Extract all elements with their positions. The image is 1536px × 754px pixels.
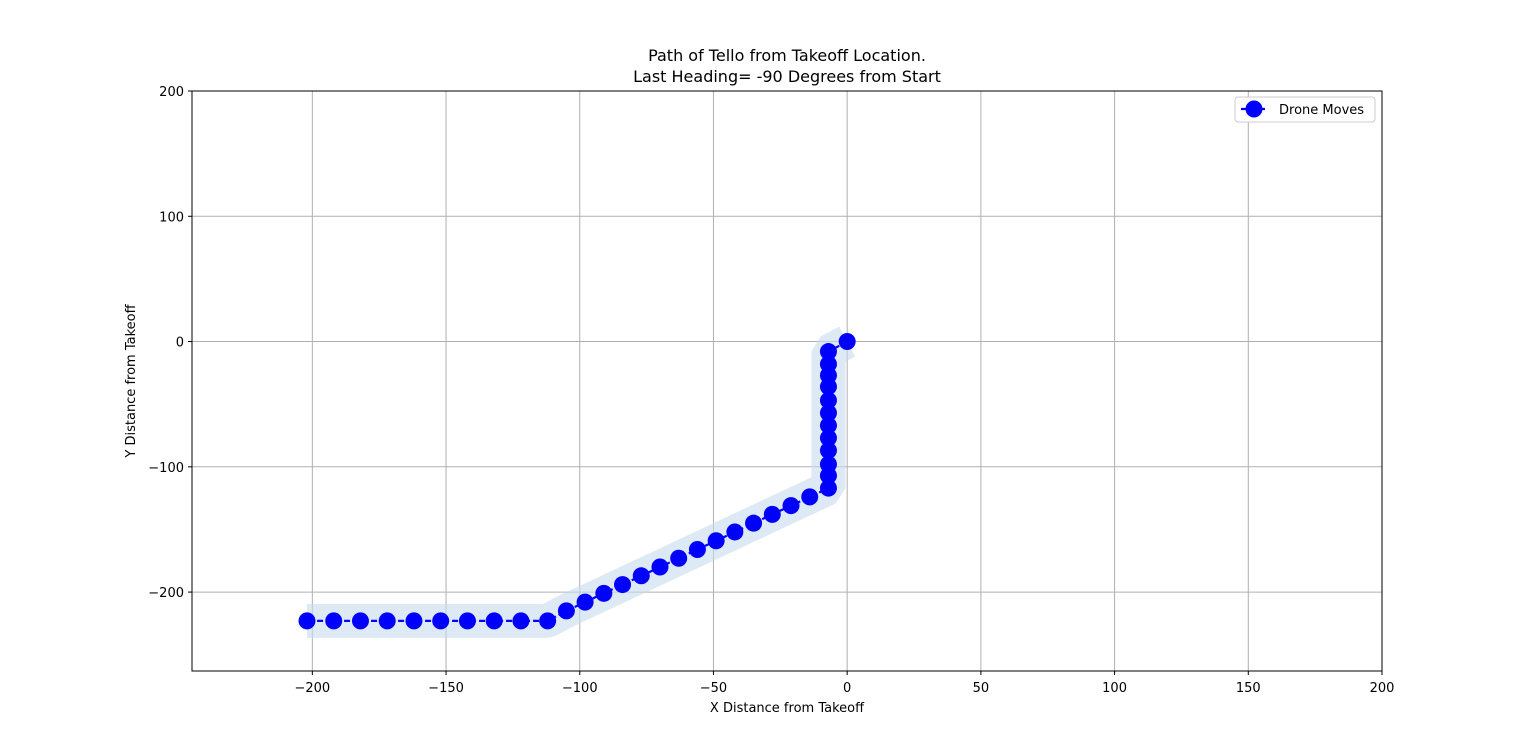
data-point xyxy=(838,333,856,351)
data-point xyxy=(432,612,450,630)
axis-ticks: −200 −150 −100 −50 0 50 100 150 200 −200 −100 0 100 2… xyxy=(148,85,1394,696)
data-point xyxy=(614,576,632,594)
y-tick-label: 0 xyxy=(176,336,184,351)
x-tick-label: 0 xyxy=(843,681,851,696)
data-point xyxy=(557,602,575,620)
data-point xyxy=(378,612,396,630)
y-tick-label: 200 xyxy=(159,85,184,100)
data-point xyxy=(298,612,316,630)
x-tick-label: −50 xyxy=(700,681,727,696)
chart-title: Path of Tello from Takeoff Location. xyxy=(648,46,926,65)
data-point xyxy=(485,612,503,630)
x-tick-label: 200 xyxy=(1370,681,1395,696)
data-point xyxy=(539,612,557,630)
x-tick-label: 50 xyxy=(973,681,990,696)
data-point xyxy=(707,532,725,550)
chart-subtitle: Last Heading= -90 Degrees from Start xyxy=(633,67,941,86)
data-point xyxy=(405,612,423,630)
data-point xyxy=(782,497,800,515)
data-point xyxy=(819,343,837,361)
data-point xyxy=(595,584,613,602)
data-point xyxy=(819,442,837,460)
data-point xyxy=(651,558,669,576)
data-point xyxy=(819,378,837,396)
x-tick-label: −200 xyxy=(294,681,330,696)
y-tick-label: 100 xyxy=(159,210,184,225)
data-point xyxy=(745,514,763,532)
data-point xyxy=(576,593,594,611)
y-axis-label: Y Distance from Takeoff xyxy=(124,303,139,458)
data-point xyxy=(632,567,650,585)
data-point xyxy=(458,612,476,630)
y-tick-label: −200 xyxy=(148,586,184,601)
data-point xyxy=(670,549,688,567)
x-tick-label: 100 xyxy=(1102,681,1127,696)
x-tick-label: 150 xyxy=(1236,681,1261,696)
data-point xyxy=(819,404,837,422)
data-point xyxy=(325,612,343,630)
data-point xyxy=(801,488,819,506)
data-point xyxy=(819,416,837,434)
data-point xyxy=(819,391,837,409)
x-axis-label: X Distance from Takeoff xyxy=(710,701,865,716)
data-point xyxy=(819,479,837,497)
data-point xyxy=(512,612,530,630)
series-drone-moves xyxy=(298,333,856,630)
plot-frame xyxy=(191,90,1383,672)
legend-marker xyxy=(1245,100,1263,118)
legend: Drone Moves xyxy=(1234,96,1376,123)
data-point xyxy=(726,523,744,541)
y-tick-label: −100 xyxy=(148,461,184,476)
data-point xyxy=(763,505,781,523)
data-point xyxy=(819,429,837,447)
x-tick-label: −100 xyxy=(562,681,598,696)
data-point xyxy=(819,467,837,485)
legend-box xyxy=(1234,96,1376,123)
data-point xyxy=(688,540,706,558)
data-point xyxy=(351,612,369,630)
x-tick-label: −150 xyxy=(428,681,464,696)
legend-label: Drone Moves xyxy=(1279,103,1364,118)
